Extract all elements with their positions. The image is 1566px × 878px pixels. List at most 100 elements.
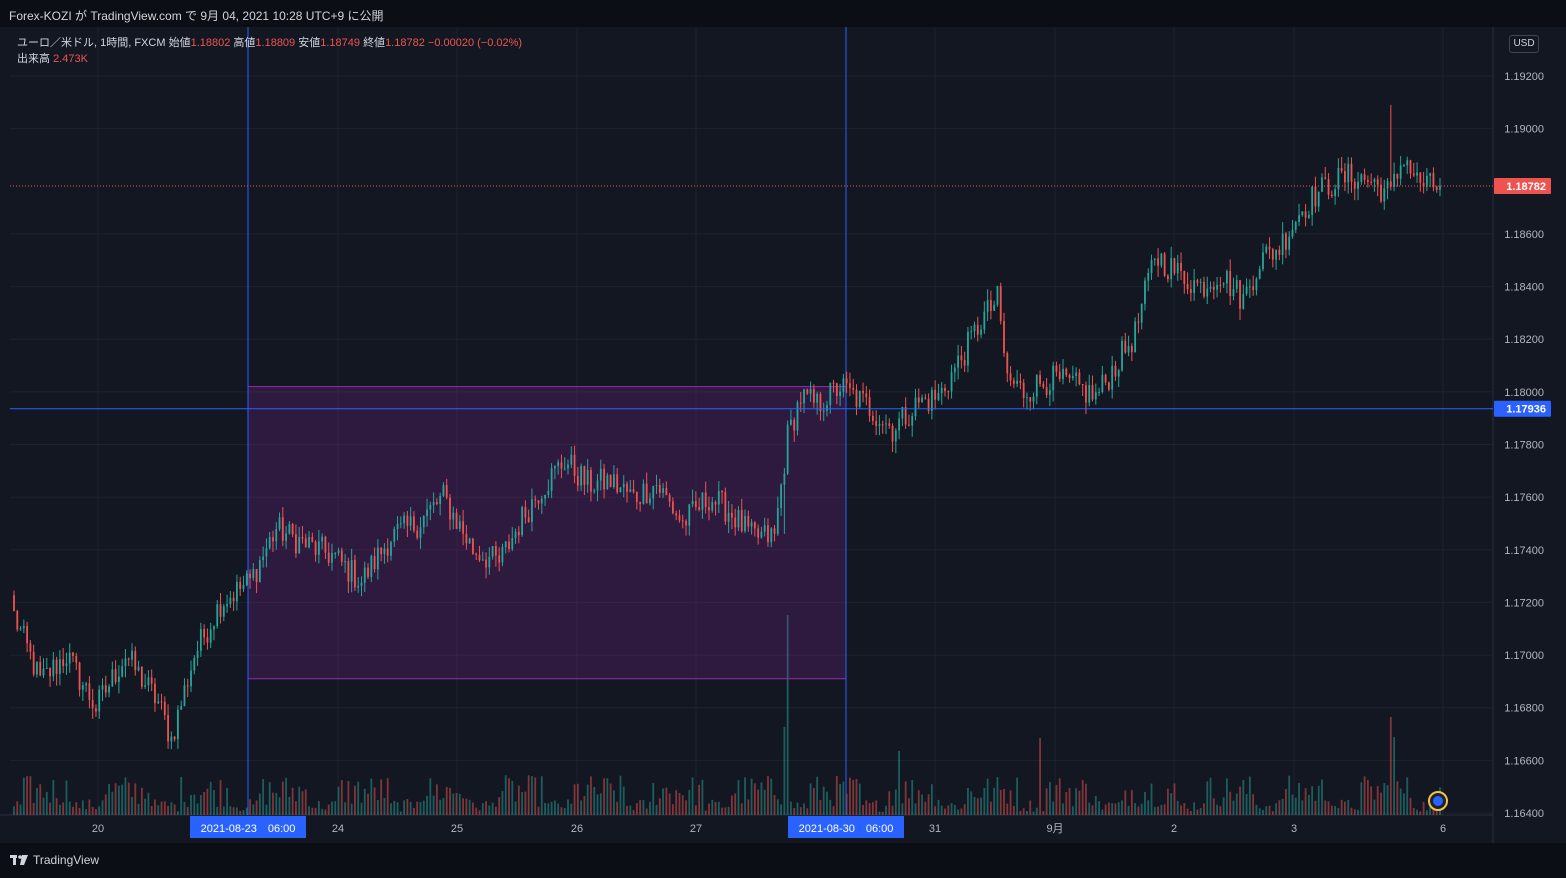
candle-body: [304, 538, 307, 548]
candle-body: [862, 390, 864, 394]
volume-bar: [681, 795, 684, 815]
candle-body: [547, 490, 550, 495]
candle-body: [147, 677, 150, 686]
volume-bar: [1140, 803, 1143, 815]
candle-body: [1012, 380, 1015, 384]
legend-open-value: 1.18802: [190, 37, 231, 49]
candle-body: [776, 507, 779, 534]
volume-bar: [1248, 776, 1251, 815]
price-axis[interactable]: 1.19200 1.19000 1.18600 1.18400 1.18200 1.180…: [1504, 71, 1544, 820]
volume-bar: [416, 801, 419, 815]
volume-bar: [1294, 797, 1297, 815]
candle-body: [894, 430, 897, 442]
candle-body: [219, 604, 222, 617]
volume-bar: [1134, 803, 1137, 815]
volume-bar: [445, 786, 448, 815]
candle-body: [409, 516, 412, 526]
candle-body: [540, 498, 543, 504]
date-range-box[interactable]: [247, 386, 847, 680]
volume-bar: [796, 802, 799, 815]
candle-body: [993, 304, 996, 311]
candle-body: [1124, 340, 1127, 353]
volume-bar: [1235, 793, 1238, 815]
candle-body: [1206, 288, 1209, 297]
candle-body: [1121, 340, 1123, 371]
candle-body: [1245, 286, 1248, 294]
volume-bar: [1048, 782, 1051, 815]
volume-bar: [236, 807, 238, 815]
volume-bar: [291, 787, 294, 815]
volume-bar: [458, 793, 461, 815]
volume-bar: [773, 795, 776, 815]
volume-bar: [740, 803, 743, 815]
currency-button[interactable]: USD: [1509, 35, 1539, 53]
volume-bar: [150, 805, 153, 815]
volume-bar: [953, 804, 956, 815]
candle-body: [1406, 160, 1409, 166]
candle-body: [1409, 160, 1412, 174]
volume-bar: [1229, 791, 1232, 815]
candle-body: [1425, 175, 1428, 187]
candle-body: [249, 573, 251, 579]
candle-body: [1357, 181, 1359, 189]
candle-body: [367, 567, 369, 577]
chart-frame[interactable]: [0, 27, 1566, 843]
price-tick-label: 1.17000: [1504, 650, 1544, 662]
candle-body: [95, 708, 97, 712]
volume-bar: [363, 788, 366, 815]
volume-bar: [1016, 777, 1019, 815]
candle-body: [550, 468, 553, 491]
volume-bar: [524, 791, 527, 815]
candle-body: [826, 405, 828, 411]
candle-body: [786, 424, 789, 474]
time-tick-label: 25: [451, 823, 463, 835]
brand[interactable]: TradingView: [10, 853, 99, 867]
volume-bar: [862, 805, 864, 815]
candle-body: [1216, 284, 1218, 290]
candle-body: [1298, 215, 1300, 222]
volume-bar: [1222, 797, 1225, 815]
volume-bar: [858, 783, 861, 815]
candle-body: [1062, 368, 1064, 380]
volume-bar: [1206, 781, 1209, 815]
volume-bar: [324, 809, 327, 815]
candle-body: [675, 513, 678, 516]
candle-body: [49, 667, 51, 677]
price-tick-label: 1.17600: [1504, 492, 1544, 504]
volume-bar: [1029, 800, 1032, 815]
candle-body: [252, 569, 255, 579]
candle-body: [1167, 275, 1169, 280]
volume-bar: [960, 808, 963, 815]
volume-bar: [999, 789, 1002, 815]
candle-body: [62, 659, 65, 667]
candle-body: [590, 469, 592, 492]
candle-body: [1006, 353, 1009, 374]
volume-bar: [419, 801, 422, 815]
volume-bar: [976, 798, 979, 815]
volume-bar: [337, 786, 340, 815]
volume-bar: [42, 797, 45, 815]
volume-bar: [209, 781, 212, 815]
time-axis[interactable]: 20 24 25 26 27 31 9月 2 3 6: [92, 823, 1446, 835]
candle-body: [885, 423, 887, 425]
volume-bar: [672, 804, 674, 815]
volume-bar: [465, 798, 468, 815]
volume-bar: [232, 807, 235, 815]
volume-bar: [1422, 801, 1425, 815]
volume-bar: [1298, 783, 1300, 815]
candle-body: [1140, 303, 1143, 323]
candle-body: [340, 550, 343, 562]
volume-bar: [380, 779, 383, 815]
time-tick-label: 2: [1171, 823, 1177, 835]
candle-body: [111, 669, 114, 687]
candle-body: [465, 533, 468, 544]
candle-body: [567, 464, 569, 469]
volume-bar: [481, 803, 484, 815]
volume-bar: [881, 811, 884, 815]
volume-bar: [429, 778, 432, 815]
candle-body: [1157, 258, 1159, 266]
candle-body: [288, 523, 291, 534]
candle-body: [265, 548, 268, 557]
candle-body: [1239, 280, 1241, 309]
